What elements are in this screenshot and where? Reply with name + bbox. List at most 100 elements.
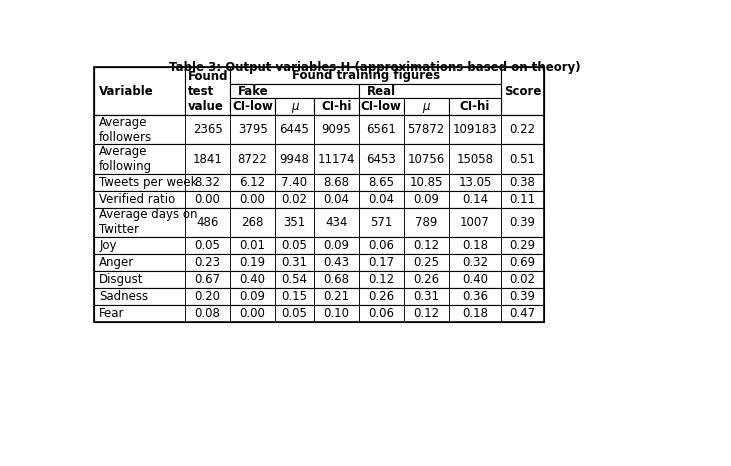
Bar — [230, 115, 275, 144]
Text: 0.09: 0.09 — [413, 192, 439, 206]
Bar — [449, 254, 501, 271]
Text: 7.40: 7.40 — [281, 176, 308, 189]
Text: 0.38: 0.38 — [510, 176, 536, 189]
Text: 0.19: 0.19 — [240, 256, 265, 269]
Bar — [94, 271, 544, 288]
Bar — [275, 174, 314, 191]
Bar — [275, 191, 314, 208]
Text: 0.68: 0.68 — [323, 273, 349, 286]
Bar — [449, 174, 501, 191]
Bar — [230, 288, 275, 305]
Bar — [359, 288, 404, 305]
Text: 0.67: 0.67 — [194, 273, 221, 286]
Bar — [449, 208, 501, 237]
Text: μ: μ — [291, 100, 298, 113]
Bar — [230, 254, 275, 271]
Text: 0.26: 0.26 — [413, 273, 439, 286]
Text: 11174: 11174 — [317, 152, 355, 165]
Bar — [314, 254, 359, 271]
Bar — [275, 305, 314, 322]
Bar — [275, 115, 314, 144]
Text: 0.31: 0.31 — [413, 290, 439, 302]
Text: 10.85: 10.85 — [409, 176, 443, 189]
Bar — [359, 271, 404, 288]
Bar — [314, 144, 359, 174]
Bar — [404, 144, 449, 174]
Text: 1841: 1841 — [193, 152, 222, 165]
Bar — [185, 237, 230, 254]
Text: 8.65: 8.65 — [368, 176, 394, 189]
Text: 0.18: 0.18 — [462, 307, 488, 320]
Bar — [94, 144, 185, 174]
Text: 0.12: 0.12 — [413, 239, 439, 252]
Bar — [230, 237, 275, 254]
Bar — [94, 237, 544, 254]
Text: 6445: 6445 — [279, 123, 309, 137]
Bar — [359, 98, 404, 115]
Bar — [94, 271, 185, 288]
Text: 6561: 6561 — [366, 123, 396, 137]
Bar — [501, 68, 544, 115]
Text: 3795: 3795 — [238, 123, 268, 137]
Bar — [230, 174, 275, 191]
Bar — [404, 208, 449, 237]
Bar — [275, 288, 314, 305]
Text: 9948: 9948 — [279, 152, 309, 165]
Text: 1007: 1007 — [460, 216, 490, 229]
Bar — [501, 237, 544, 254]
Text: 9095: 9095 — [322, 123, 351, 137]
Text: CI-hi: CI-hi — [460, 100, 491, 113]
Bar — [185, 68, 230, 115]
Bar — [359, 115, 404, 144]
Bar — [404, 237, 449, 254]
Bar — [185, 271, 230, 288]
Bar — [359, 191, 404, 208]
Bar — [94, 174, 544, 191]
Text: 6.12: 6.12 — [240, 176, 265, 189]
Text: 13.05: 13.05 — [458, 176, 492, 189]
Bar — [359, 84, 501, 98]
Text: 10756: 10756 — [408, 152, 444, 165]
Text: 0.32: 0.32 — [462, 256, 488, 269]
Text: 0.47: 0.47 — [510, 307, 536, 320]
Text: 0.06: 0.06 — [368, 239, 394, 252]
Text: 0.09: 0.09 — [240, 290, 265, 302]
Bar — [501, 144, 544, 174]
Text: 0.40: 0.40 — [240, 273, 265, 286]
Text: CI-hi: CI-hi — [321, 100, 352, 113]
Text: 0.29: 0.29 — [510, 239, 536, 252]
Bar — [404, 288, 449, 305]
Text: 0.00: 0.00 — [194, 192, 221, 206]
Bar — [94, 208, 185, 237]
Bar — [314, 237, 359, 254]
Bar — [314, 174, 359, 191]
Bar — [501, 115, 544, 144]
Bar — [94, 254, 185, 271]
Bar — [275, 271, 314, 288]
Text: 57872: 57872 — [408, 123, 444, 137]
Text: CI-low: CI-low — [361, 100, 401, 113]
Bar — [230, 208, 275, 237]
Text: 0.22: 0.22 — [510, 123, 536, 137]
Text: Fear: Fear — [99, 307, 125, 320]
Bar — [275, 237, 314, 254]
Bar — [230, 144, 275, 174]
Text: 0.18: 0.18 — [462, 239, 488, 252]
Text: 8.32: 8.32 — [194, 176, 221, 189]
Text: 0.31: 0.31 — [281, 256, 308, 269]
Bar — [94, 115, 185, 144]
Text: 0.25: 0.25 — [413, 256, 439, 269]
Text: 0.04: 0.04 — [323, 192, 349, 206]
Bar — [404, 191, 449, 208]
Text: 0.00: 0.00 — [240, 307, 265, 320]
Text: 0.23: 0.23 — [194, 256, 221, 269]
Text: Found
test
value: Found test value — [188, 70, 228, 113]
Bar — [501, 174, 544, 191]
Text: Disgust: Disgust — [99, 273, 144, 286]
Text: 486: 486 — [197, 216, 219, 229]
Bar — [314, 115, 359, 144]
Bar — [94, 254, 544, 271]
Bar — [404, 271, 449, 288]
Text: 0.26: 0.26 — [368, 290, 394, 302]
Text: 0.14: 0.14 — [462, 192, 488, 206]
